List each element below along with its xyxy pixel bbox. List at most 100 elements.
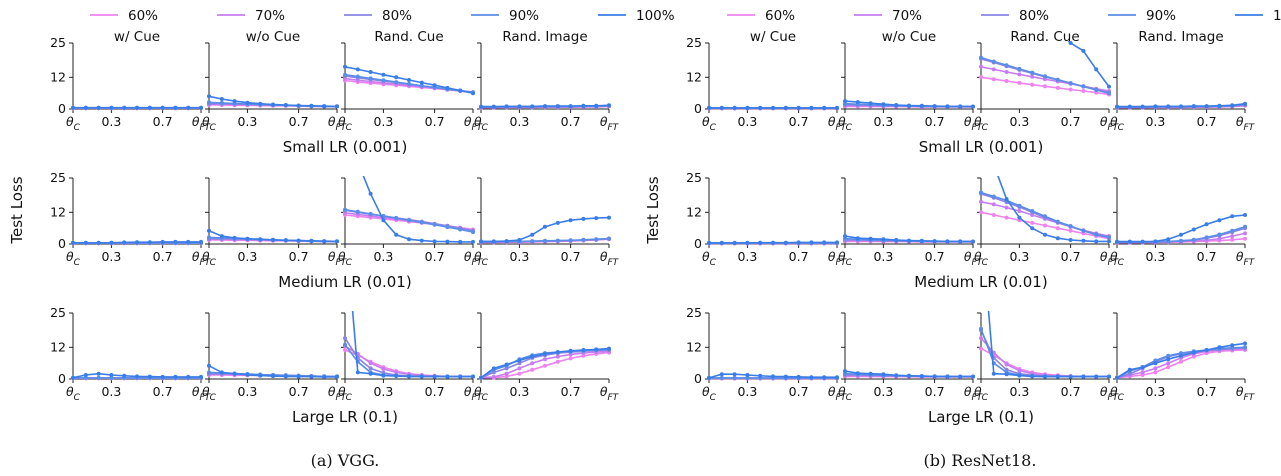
data-point-90 xyxy=(555,238,560,243)
x-tick-label-theta-c: θC xyxy=(474,384,489,403)
data-point-70 xyxy=(1004,205,1009,210)
data-point-90 xyxy=(207,235,211,240)
data-point-100 xyxy=(355,370,360,375)
data-point-90 xyxy=(1030,209,1035,213)
data-point-90 xyxy=(1217,232,1222,237)
data-point-100 xyxy=(232,99,237,104)
x-tick-label-theta-ft: θFT xyxy=(192,249,212,268)
data-point-100 xyxy=(504,362,509,367)
data-point-100 xyxy=(322,239,327,244)
data-point-100 xyxy=(758,105,763,110)
data-point-100 xyxy=(271,237,275,242)
data-point-100 xyxy=(199,105,203,110)
data-point-90 xyxy=(1081,228,1086,233)
data-point-100 xyxy=(173,374,178,379)
column-title-rand-image: Rand. Image xyxy=(502,29,587,45)
subplot-resnet18-medium-lr-0-01-rand-cue: θC 0.3 0.7 θFT xyxy=(974,176,1120,268)
data-point-100 xyxy=(160,374,165,379)
data-point-100 xyxy=(707,375,711,380)
data-point-100 xyxy=(881,372,886,377)
data-point-100 xyxy=(309,238,314,243)
data-point-100 xyxy=(471,239,475,244)
data-point-100 xyxy=(356,160,360,164)
data-point-100 xyxy=(868,371,873,376)
data-point-100 xyxy=(458,374,463,379)
data-point-100 xyxy=(207,363,211,368)
data-point-100 xyxy=(958,104,963,109)
data-point-100 xyxy=(919,238,924,243)
data-point-100 xyxy=(207,94,211,99)
subplot-vgg-large-lr-0-1-w-cue: 0 12 25 θC 0.3 0.7 θFT xyxy=(50,305,212,403)
data-point-100 xyxy=(258,101,263,106)
data-point-100 xyxy=(530,104,535,109)
data-point-100 xyxy=(83,373,88,377)
data-point-90 xyxy=(530,239,535,244)
x-tick-label-0-7: 0.7 xyxy=(1061,384,1081,399)
data-point-100 xyxy=(732,105,737,110)
data-point-100 xyxy=(173,105,178,110)
data-point-70 xyxy=(504,371,509,376)
data-point-100 xyxy=(1191,350,1196,355)
data-point-100 xyxy=(971,374,975,379)
subplot-vgg-large-lr-0-1-rand-image: θC 0.3 0.7 θFT xyxy=(474,312,620,403)
data-point-90 xyxy=(1243,345,1247,350)
data-point-100 xyxy=(822,105,827,110)
data-point-70 xyxy=(530,361,535,366)
data-point-100 xyxy=(855,371,860,376)
data-point-100 xyxy=(758,373,763,378)
data-point-70 xyxy=(1017,209,1022,213)
data-point-100 xyxy=(1055,374,1060,379)
data-point-90 xyxy=(207,370,211,375)
x-tick-label-theta-c: θC xyxy=(66,249,81,268)
subplot-resnet18-large-lr-0-1-w-cue: 0 12 25 θC 0.3 0.7 θFT xyxy=(686,305,848,403)
data-point-100 xyxy=(1191,227,1196,232)
data-point-100 xyxy=(581,348,586,352)
data-point-100 xyxy=(491,366,496,371)
data-point-100 xyxy=(1030,374,1035,379)
x-tick-label-0-7: 0.7 xyxy=(153,114,173,129)
data-point-100 xyxy=(232,235,237,240)
data-point-100 xyxy=(555,350,560,355)
x-tick-label-0-3: 0.3 xyxy=(1009,114,1029,129)
data-point-100 xyxy=(1179,353,1183,358)
data-point-100 xyxy=(745,105,750,110)
row-label-vgg-small-lr-0-001: Small LR (0.001) xyxy=(283,138,408,156)
data-point-100 xyxy=(394,374,399,379)
caption-vgg: (a) VGG. xyxy=(311,451,380,470)
data-point-100 xyxy=(471,91,475,96)
data-point-100 xyxy=(1094,239,1099,244)
data-point-100 xyxy=(517,358,522,363)
data-point-80 xyxy=(343,336,347,341)
data-point-100 xyxy=(186,105,191,110)
data-point-100 xyxy=(530,232,535,237)
data-point-60 xyxy=(1055,226,1060,231)
data-point-60 xyxy=(979,75,983,80)
data-point-100 xyxy=(160,105,165,110)
x-tick-label-theta-c: θC xyxy=(1110,114,1125,133)
x-tick-label-theta-c: θC xyxy=(202,384,217,403)
data-point-70 xyxy=(979,64,983,69)
data-point-100 xyxy=(1166,104,1171,109)
data-point-100 xyxy=(381,373,386,378)
data-point-100 xyxy=(1191,104,1196,109)
data-point-100 xyxy=(504,239,509,244)
x-tick-label-0-7: 0.7 xyxy=(925,114,945,129)
x-tick-label-0-3: 0.3 xyxy=(873,249,893,264)
x-tick-label-0-3: 0.3 xyxy=(1009,249,1029,264)
data-point-100 xyxy=(258,237,263,242)
y-tick-label-0: 0 xyxy=(58,236,66,251)
data-point-100 xyxy=(1107,374,1111,379)
column-title-w-o-cue: w/o Cue xyxy=(882,29,936,45)
y-tick-label-25: 25 xyxy=(686,35,702,50)
legend-label-70: 70% xyxy=(892,8,922,24)
data-point-90 xyxy=(394,80,399,85)
data-point-100 xyxy=(147,105,152,110)
x-tick-label-theta-c: θC xyxy=(1110,384,1125,403)
x-tick-label-theta-ft: θFT xyxy=(464,114,484,133)
data-point-100 xyxy=(732,240,737,245)
data-point-90 xyxy=(979,326,983,331)
y-tick-label-0: 0 xyxy=(694,371,702,386)
data-point-60 xyxy=(1081,89,1086,93)
x-tick-label-0-7: 0.7 xyxy=(289,114,309,129)
data-point-100 xyxy=(322,374,327,379)
